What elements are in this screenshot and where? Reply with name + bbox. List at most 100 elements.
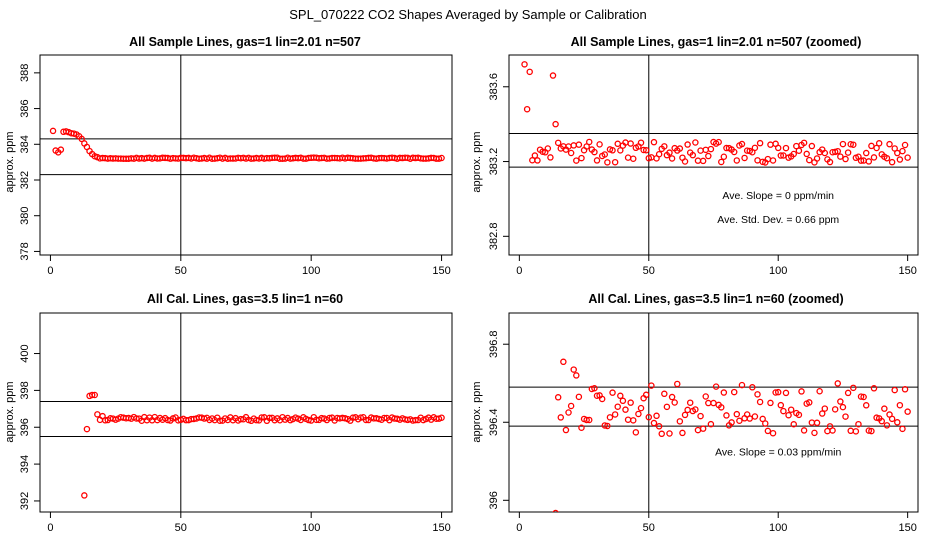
data-point bbox=[650, 419, 658, 427]
data-point bbox=[883, 422, 891, 429]
data-point bbox=[795, 147, 803, 154]
data-point bbox=[728, 419, 735, 426]
data-point bbox=[101, 417, 109, 424]
data-point bbox=[904, 154, 911, 161]
data-point bbox=[813, 155, 821, 162]
data-point bbox=[894, 149, 901, 157]
data-point bbox=[782, 389, 790, 397]
data-point bbox=[689, 151, 697, 159]
data-point bbox=[834, 380, 842, 387]
data-point bbox=[702, 146, 709, 154]
data-point bbox=[686, 399, 694, 406]
data-point bbox=[534, 157, 541, 164]
data-point bbox=[637, 139, 645, 146]
y-tick-label: 382 bbox=[19, 171, 31, 189]
data-point bbox=[526, 68, 533, 76]
plot-frame bbox=[39, 312, 453, 513]
x-tick-label: 50 bbox=[175, 265, 187, 277]
y-tick-label: 396.4 bbox=[488, 408, 500, 436]
data-point bbox=[604, 422, 611, 430]
data-point bbox=[49, 127, 57, 135]
data-point bbox=[862, 149, 870, 157]
data-point bbox=[671, 399, 678, 406]
data-point bbox=[800, 139, 808, 147]
data-point bbox=[860, 393, 867, 401]
panel-sample: All Sample Lines, gas=1 lin=2.01 n=507 a… bbox=[4, 35, 453, 277]
data-point bbox=[774, 388, 782, 396]
data-point bbox=[601, 422, 609, 429]
data-point bbox=[785, 411, 792, 419]
y-tick-label: 388 bbox=[19, 64, 31, 82]
data-point bbox=[606, 414, 614, 421]
y-tick-label: 398 bbox=[19, 381, 31, 399]
y-tick-label: 400 bbox=[19, 344, 31, 362]
data-point bbox=[674, 380, 681, 388]
data-point bbox=[883, 154, 891, 162]
x-tick-label: 150 bbox=[898, 522, 916, 534]
panel-sample-zoomed: All Sample Lines, gas=1 lin=2.01 n=507 (… bbox=[471, 35, 919, 277]
x-tick-label: 0 bbox=[516, 265, 522, 277]
data-point bbox=[705, 152, 712, 160]
data-point bbox=[630, 417, 637, 424]
data-point bbox=[806, 399, 813, 406]
data-point bbox=[782, 144, 790, 152]
data-point bbox=[622, 406, 629, 413]
data-point bbox=[521, 61, 528, 68]
data-point bbox=[811, 429, 818, 437]
data-point bbox=[609, 147, 616, 154]
data-point bbox=[777, 401, 785, 409]
data-point bbox=[899, 425, 906, 433]
data-point bbox=[842, 155, 849, 163]
data-point bbox=[412, 416, 419, 424]
data-point bbox=[736, 417, 743, 425]
plot-frame bbox=[508, 312, 919, 513]
data-point bbox=[868, 427, 875, 435]
data-point bbox=[816, 388, 823, 395]
data-point bbox=[894, 419, 901, 426]
y-tick-label: 396 bbox=[488, 491, 500, 509]
data-point bbox=[821, 405, 829, 412]
data-point bbox=[575, 393, 583, 401]
data-point bbox=[769, 157, 777, 164]
data-point bbox=[842, 413, 849, 420]
x-tick-label: 50 bbox=[643, 265, 655, 277]
data-point bbox=[666, 149, 673, 156]
data-point bbox=[806, 156, 813, 164]
data-point bbox=[821, 149, 829, 157]
data-point bbox=[570, 366, 577, 373]
data-point bbox=[614, 140, 621, 148]
data-point bbox=[754, 157, 761, 164]
x-tick-label: 150 bbox=[432, 522, 450, 534]
panel-cal: All Cal. Lines, gas=3.5 lin=1 n=60 appro… bbox=[4, 292, 453, 534]
data-points bbox=[521, 61, 911, 166]
data-point bbox=[357, 414, 364, 421]
data-points bbox=[81, 391, 445, 499]
data-point bbox=[751, 413, 759, 420]
data-point bbox=[795, 411, 803, 419]
data-point bbox=[91, 391, 99, 399]
annotation: Ave. Std. Dev. = 0.66 ppm bbox=[717, 214, 839, 226]
data-point bbox=[733, 410, 741, 418]
data-point bbox=[847, 427, 854, 435]
data-point bbox=[258, 414, 265, 421]
data-point bbox=[549, 72, 557, 79]
data-point bbox=[813, 419, 821, 427]
x-tick-label: 0 bbox=[47, 265, 53, 277]
data-point bbox=[661, 390, 668, 398]
data-point bbox=[679, 429, 686, 437]
data-point bbox=[658, 430, 665, 438]
data-point bbox=[668, 393, 676, 401]
data-point bbox=[611, 411, 619, 418]
data-point bbox=[547, 154, 554, 161]
data-point bbox=[837, 153, 844, 160]
y-axis-label: approx. ppm bbox=[471, 131, 483, 192]
x-tick-label: 100 bbox=[302, 265, 320, 277]
data-point bbox=[829, 427, 836, 434]
data-point bbox=[598, 395, 606, 403]
data-point bbox=[847, 140, 854, 148]
data-point bbox=[886, 140, 893, 148]
data-point bbox=[839, 403, 847, 411]
plot-frame bbox=[39, 54, 453, 256]
data-point bbox=[808, 142, 816, 150]
data-point bbox=[601, 151, 609, 158]
